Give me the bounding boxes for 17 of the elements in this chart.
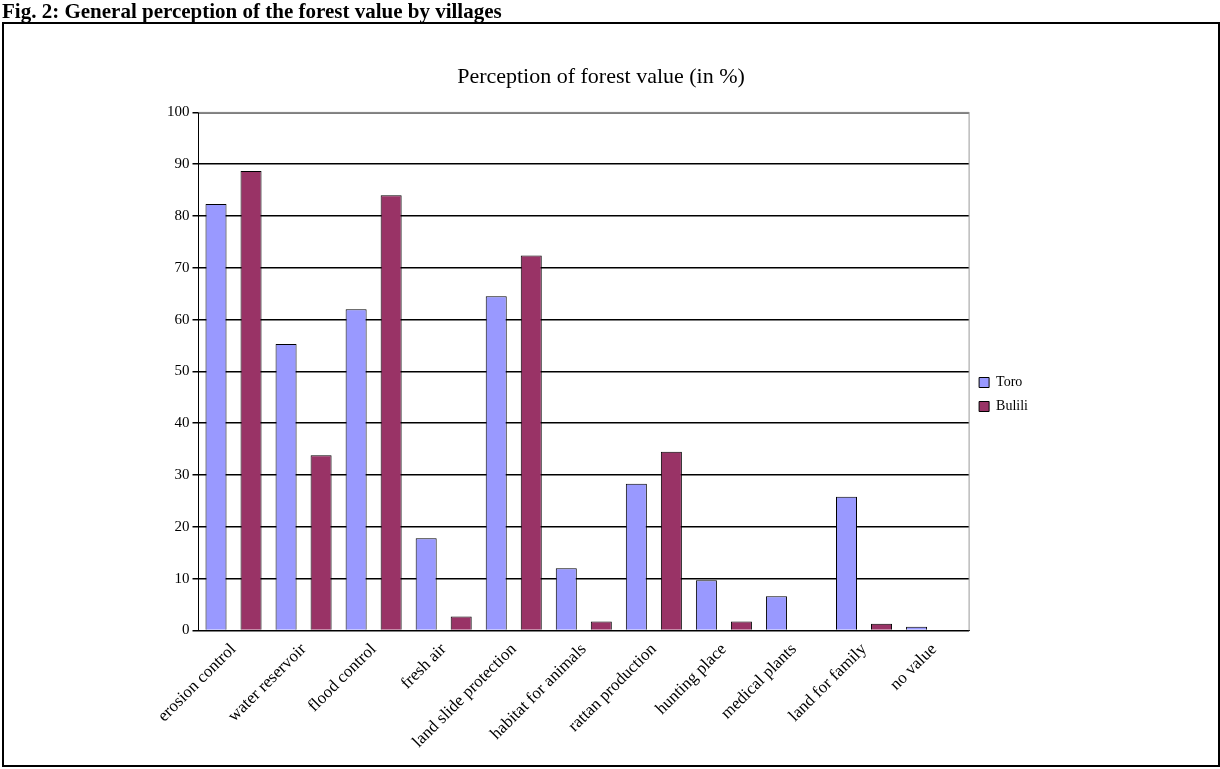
chart-title: Perception of forest value (in %) <box>457 62 745 88</box>
y-tick-label: 0 <box>182 621 190 638</box>
y-tick-label: 80 <box>174 206 190 223</box>
y-tick-label: 100 <box>167 103 190 120</box>
y-tick-label: 90 <box>174 155 190 172</box>
legend-label: Toro <box>996 374 1023 390</box>
y-tick-label: 60 <box>174 310 190 327</box>
caption: Fig. 2: General perception of the forest value by villages <box>1 0 503 23</box>
legend-label: Bulili <box>996 398 1029 414</box>
y-tick-label: 50 <box>174 362 190 379</box>
y-tick-label: 10 <box>174 569 190 586</box>
y-tick-label: 40 <box>174 414 190 431</box>
y-tick-label: 20 <box>174 517 190 534</box>
x-tick-label: fresh air <box>396 638 450 693</box>
x-tick-label: no value <box>885 639 941 694</box>
y-tick-label: 30 <box>174 465 190 482</box>
y-tick-label: 70 <box>174 258 190 275</box>
